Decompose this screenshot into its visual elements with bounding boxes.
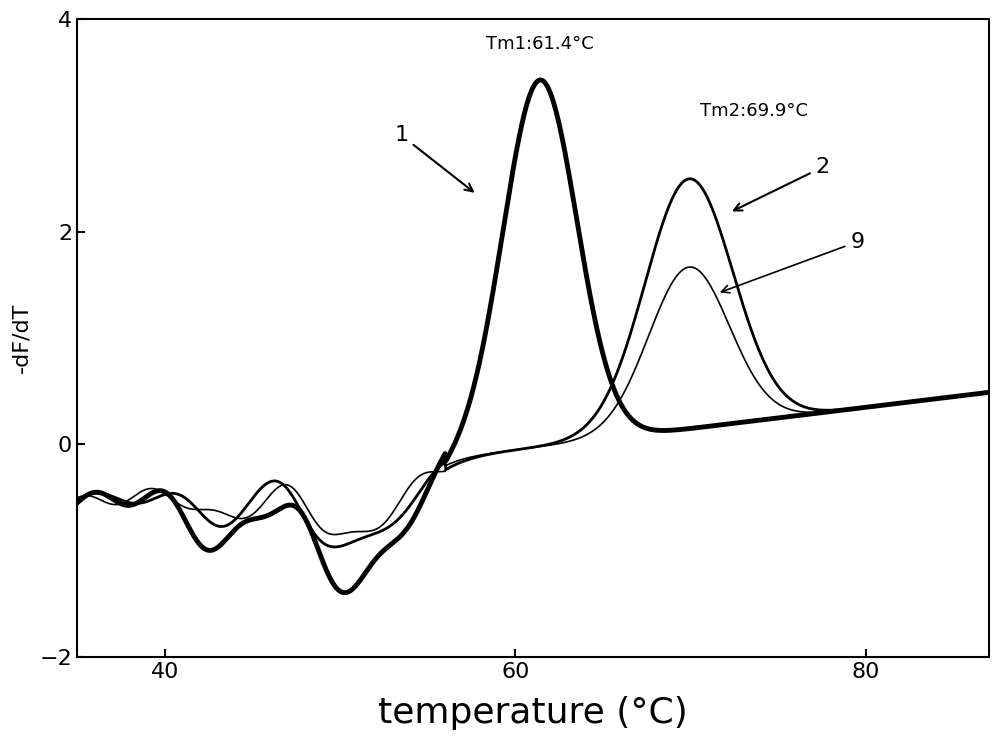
Text: Tm1:61.4°C: Tm1:61.4°C xyxy=(486,35,594,53)
Text: 9: 9 xyxy=(721,232,864,293)
X-axis label: temperature (°C): temperature (°C) xyxy=(378,696,688,730)
Text: 1: 1 xyxy=(394,125,473,191)
Text: 2: 2 xyxy=(734,157,829,210)
Y-axis label: -dF/dT: -dF/dT xyxy=(11,303,31,373)
Text: Tm2:69.9°C: Tm2:69.9°C xyxy=(700,102,808,120)
